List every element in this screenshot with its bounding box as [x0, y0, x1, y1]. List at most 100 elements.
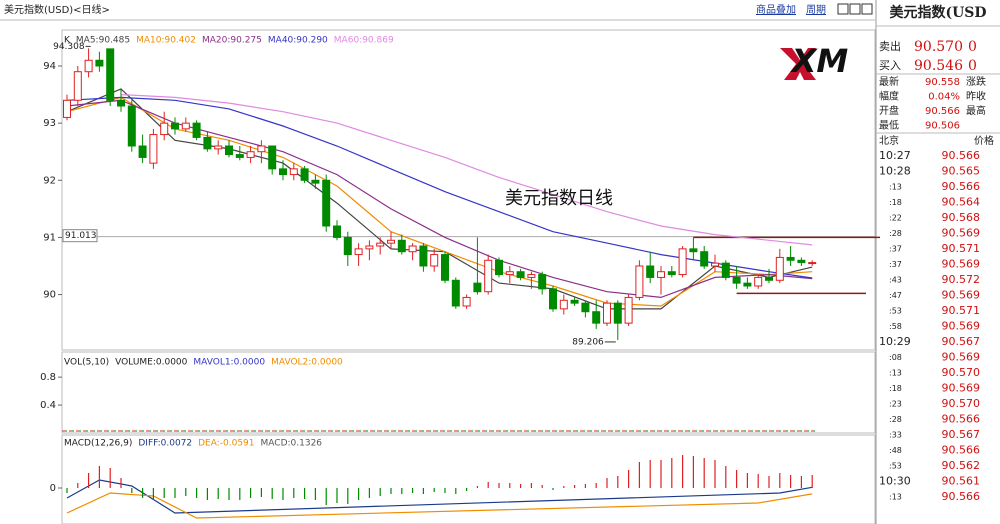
- tick-price: 90.561: [942, 475, 981, 488]
- tick-price: 90.570: [942, 397, 981, 410]
- candle-body: [387, 239, 395, 244]
- tick-price: 90.565: [942, 165, 981, 178]
- tick-price: 90.569: [942, 382, 981, 395]
- legend-entry: MAVOL2:0.0000: [271, 358, 343, 368]
- candle-body: [354, 248, 363, 256]
- tick-time: 10:28: [879, 165, 911, 178]
- candle-body: [743, 282, 752, 287]
- candle-body: [289, 168, 298, 176]
- candle-body: [430, 254, 439, 267]
- reference-label: 91.013: [65, 231, 97, 241]
- candle-body: [235, 154, 244, 158]
- tick-time: :47: [889, 291, 902, 300]
- tick-price: 90.568: [942, 211, 981, 224]
- candle-body: [117, 99, 125, 107]
- tick-time: :13: [889, 493, 902, 502]
- y-tick-label: 93: [43, 118, 56, 129]
- overlay-button[interactable]: 商品叠加: [756, 3, 796, 16]
- candle-body: [570, 299, 579, 304]
- candle-body: [700, 251, 709, 267]
- candle-body: [603, 302, 611, 324]
- tick-time: 10:30: [879, 475, 911, 488]
- line-series: [120, 94, 813, 246]
- quote-label: 最低: [879, 119, 899, 132]
- candle-body: [311, 179, 320, 184]
- candle-body: [711, 262, 719, 267]
- quote-label: 卖出: [879, 39, 901, 53]
- candle-body: [646, 265, 655, 278]
- tick-price: 90.569: [942, 289, 981, 302]
- ticks-header: 北京: [879, 134, 899, 147]
- candle-body: [581, 302, 590, 313]
- candle-body: [657, 271, 665, 278]
- tick-price: 90.566: [942, 180, 981, 193]
- candle-body: [214, 145, 223, 150]
- tick-price: 90.572: [942, 273, 981, 286]
- tick-time: :22: [889, 214, 902, 223]
- tick-time: :53: [889, 307, 902, 316]
- quote-label: 开盘: [879, 104, 899, 117]
- candle-body: [808, 262, 817, 265]
- tick-price: 90.569: [942, 320, 981, 333]
- candle-body: [171, 122, 179, 130]
- candle-body: [775, 256, 784, 281]
- candle-body: [484, 259, 493, 293]
- candle-body: [419, 245, 428, 267]
- tick-price: 90.567: [942, 428, 981, 441]
- window-button[interactable]: [837, 3, 849, 15]
- candle-body: [279, 168, 287, 176]
- candle-body: [149, 134, 158, 164]
- candle-body: [721, 262, 730, 278]
- tick-time: :37: [889, 260, 902, 269]
- candle-body: [181, 122, 190, 130]
- tick-time: :53: [889, 462, 902, 471]
- price-pane: [61, 29, 876, 351]
- candle-body: [786, 256, 795, 261]
- period-button[interactable]: 周期: [806, 4, 826, 16]
- tick-price: 90.569: [942, 258, 981, 271]
- candle-body: [559, 299, 568, 310]
- candle-body: [246, 151, 255, 158]
- candle-body: [322, 179, 331, 227]
- tick-price: 90.567: [942, 335, 981, 348]
- y-tick-label: 91: [43, 232, 56, 243]
- tick-price: 90.566: [942, 444, 981, 457]
- tick-time: :28: [889, 415, 902, 424]
- tick-price: 90.566: [942, 149, 981, 162]
- tick-time: :18: [889, 384, 902, 393]
- quote-value: 90.566: [925, 106, 960, 117]
- quote-value: 90.506: [925, 121, 960, 132]
- tick-time: :37: [889, 245, 902, 254]
- high-label: 94.308: [53, 42, 85, 52]
- y-tick-label: 90: [43, 290, 56, 301]
- candle-body: [408, 245, 417, 253]
- tick-time: 10:29: [879, 335, 911, 348]
- tick-time: :48: [889, 446, 902, 455]
- tick-price: 90.569: [942, 351, 981, 364]
- window-button[interactable]: [849, 3, 861, 15]
- quote-price: 90.570: [914, 39, 963, 55]
- candle-body: [225, 145, 233, 156]
- legend-entry: MA20:90.275: [202, 36, 262, 46]
- window-buttons[interactable]: [837, 3, 873, 15]
- y-tick-label: 92: [43, 175, 56, 186]
- quote-value: 90.558: [925, 77, 960, 88]
- tick-time: :08: [889, 353, 902, 362]
- line-series: [66, 96, 813, 279]
- quote-title: 美元指数(USD: [889, 4, 986, 21]
- quote-change: 0: [968, 58, 977, 74]
- quote-label: 最新: [879, 75, 899, 88]
- candle-body: [203, 136, 212, 150]
- candle-body: [84, 59, 93, 73]
- line-series: [66, 492, 813, 519]
- reference-label-box: [62, 229, 98, 243]
- quote-label: 涨跌: [966, 75, 986, 88]
- candle-body: [138, 145, 147, 158]
- candle-body: [462, 296, 471, 307]
- legend-title: VOL(5,10): [64, 358, 109, 368]
- quote-label: 买入: [879, 59, 901, 72]
- window-button[interactable]: [861, 3, 873, 15]
